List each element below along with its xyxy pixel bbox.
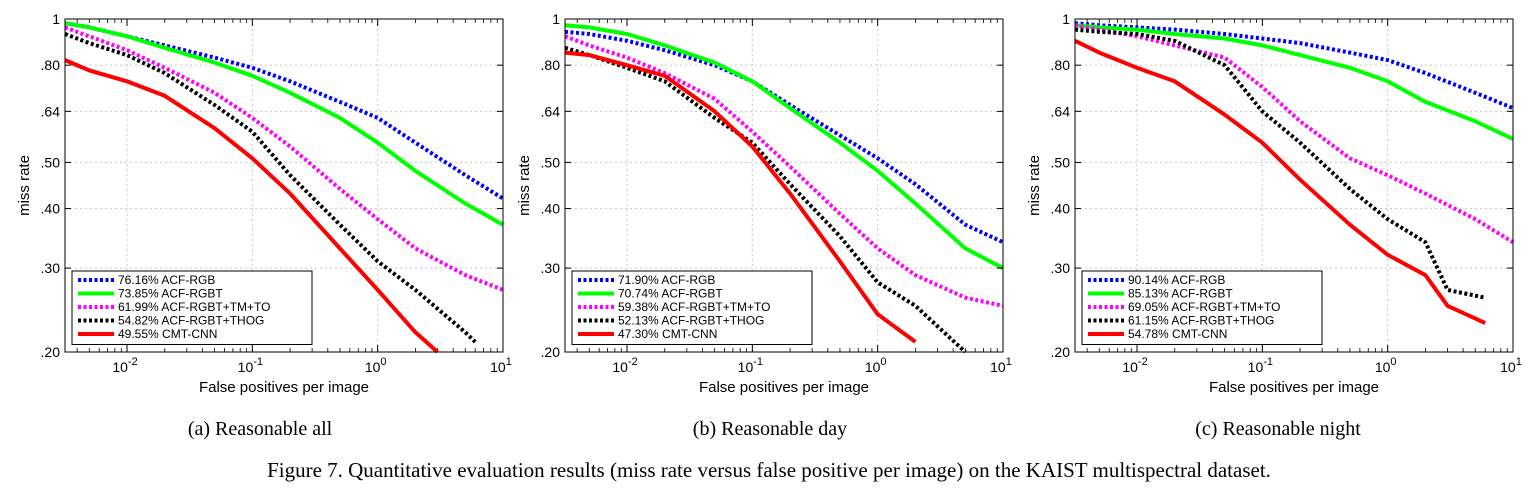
x-tick-label: 101 (1500, 356, 1522, 375)
y-tick-label: .30 (541, 260, 561, 276)
y-tick-label: .30 (1051, 260, 1071, 276)
series-line-cmt-cnn (564, 50, 917, 344)
y-tick-label: .40 (1051, 201, 1071, 217)
chart-panel-c: .20 .30 .40 .50 .64 .80 1 10-2 10-1 100 101 False p… (1026, 11, 1522, 396)
y-tick-label: .20 (41, 344, 61, 360)
series-group (64, 21, 505, 354)
series-line-cmt-cnn (1074, 39, 1487, 325)
x-axis-label: False positives per image (199, 379, 369, 396)
y-tick-label: .30 (41, 260, 61, 276)
x-tick-label: 100 (865, 356, 887, 375)
y-ticks: .20 .30 .40 .50 .64 .80 1 (1051, 11, 1513, 360)
y-tick-label: .50 (541, 154, 561, 170)
x-tick-label: 10-1 (738, 356, 763, 375)
series-line-acf-rgb (1074, 21, 1514, 110)
figure-caption: Figure 7. Quantitative evaluation result… (267, 458, 1271, 482)
subcaption-a: (a) Reasonable all (187, 418, 333, 440)
y-ticks: .20 .30 .40 .50 .64 .80 1 (41, 11, 503, 360)
y-tick-label: .80 (41, 57, 61, 73)
legend-entry: 76.16% ACF-RGB (118, 273, 215, 287)
y-tick-label: 1 (1062, 11, 1070, 27)
legend-entry: 70.74% ACF-RGBT (618, 287, 723, 301)
legend-entry: 47.30% CMT-CNN (618, 327, 717, 341)
legend-entry: 59.38% ACF-RGBT+TM+TO (618, 300, 771, 314)
y-tick-label: .50 (1051, 154, 1071, 170)
series-line-acf-rgbt (64, 21, 504, 227)
series-group (1074, 21, 1515, 325)
y-tick-label: .80 (1051, 57, 1071, 73)
x-tick-label: 100 (1375, 356, 1397, 375)
legend-entry: 61.15% ACF-RGBT+THOG (1128, 314, 1274, 328)
y-axis-label: miss rate (1026, 155, 1043, 216)
y-tick-label: .20 (1051, 344, 1071, 360)
series-line-cmt-cnn (64, 58, 439, 354)
legend-entry: 85.13% ACF-RGBT (1128, 287, 1233, 301)
y-tick-label: .20 (541, 344, 561, 360)
series-line-acf-rgbt-thog (64, 32, 477, 344)
y-tick-label: .64 (541, 103, 561, 119)
series-line-acf-rgbt-thog (1074, 27, 1486, 300)
x-axis-label: False positives per image (1209, 379, 1379, 396)
x-minor-ticks (576, 19, 998, 352)
x-tick-label: 100 (365, 356, 387, 375)
y-axis-label: miss rate (516, 155, 533, 216)
y-tick-label: .50 (41, 154, 61, 170)
legend-entry: 52.13% ACF-RGBT+THOG (618, 314, 764, 328)
series-group (564, 23, 1004, 354)
axes-box (564, 18, 1004, 353)
y-ticks: .20 .30 .40 .50 .64 .80 1 (541, 11, 1003, 360)
y-tick-label: .80 (541, 57, 561, 73)
x-tick-label: 10-1 (1248, 356, 1273, 375)
y-tick-label: .40 (41, 201, 61, 217)
axes-box (64, 18, 504, 353)
legend-entry: 73.85% ACF-RGBT (118, 287, 223, 301)
x-tick-label: 10-1 (238, 356, 263, 375)
series-line-acf-rgbt-tm-to (64, 25, 504, 292)
series-line-acf-rgbt (1074, 23, 1514, 141)
legend-entry: 69.05% ACF-RGBT+TM+TO (1128, 300, 1281, 314)
y-tick-label: .64 (1051, 103, 1071, 119)
series-line-acf-rgbt (564, 23, 1004, 270)
y-tick-label: .40 (541, 201, 561, 217)
subcaption-b: (b) Reasonable day (692, 418, 848, 440)
axes-box (1074, 18, 1514, 353)
y-tick-label: .64 (41, 103, 61, 119)
x-minor-ticks (76, 19, 498, 352)
y-tick-label: 1 (52, 11, 60, 27)
x-tick-label: 10-2 (612, 356, 637, 375)
x-minor-ticks (1086, 19, 1508, 352)
x-axis-label: False positives per image (699, 379, 869, 396)
subcaption-c: (c) Reasonable night (1195, 418, 1361, 440)
legend-entry: 49.55% CMT-CNN (118, 327, 217, 341)
x-tick-label: 101 (990, 356, 1012, 375)
y-axis-label: miss rate (16, 155, 33, 216)
legend-entry: 54.78% CMT-CNN (1128, 327, 1227, 341)
legend-entry: 54.82% ACF-RGBT+THOG (118, 314, 264, 328)
x-tick-label: 10-2 (1122, 356, 1147, 375)
legend-entry: 71.90% ACF-RGB (618, 273, 715, 287)
chart-panel-b: .20 .30 .40 .50 .64 .80 1 10-2 10-1 100 101 False p… (516, 11, 1012, 396)
y-tick-label: 1 (552, 11, 560, 27)
legend-entry: 61.99% ACF-RGBT+TM+TO (118, 300, 271, 314)
legend-entry: 90.14% ACF-RGB (1128, 273, 1225, 287)
series-line-acf-rgbt-tm-to (564, 34, 1004, 308)
x-tick-label: 10-2 (112, 356, 137, 375)
